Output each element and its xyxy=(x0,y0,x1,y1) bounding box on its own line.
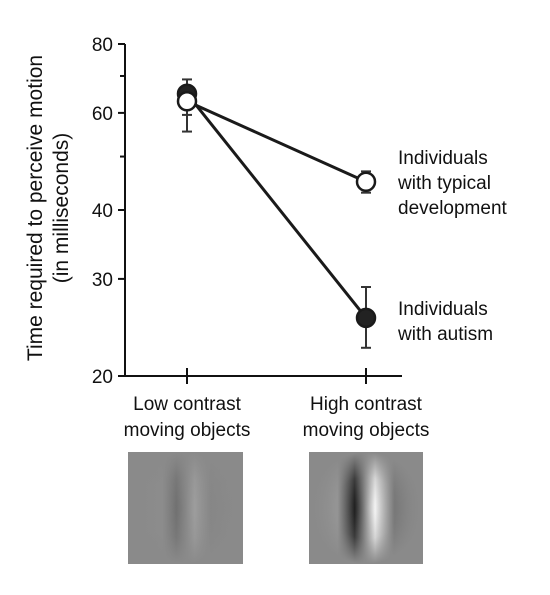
stimulus-high-contrast xyxy=(309,452,423,564)
data-point-1-0 xyxy=(176,90,198,112)
y-axis-title: Time required to perceive motion (in mil… xyxy=(24,55,73,361)
series-label-typical-line2: with typical xyxy=(397,173,491,194)
y-tick-label-80: 80 xyxy=(92,35,113,56)
y-axis-title-line1: Time required to perceive motion xyxy=(24,55,47,361)
y-tick-label-60: 60 xyxy=(92,104,113,125)
y-tick-label-20: 20 xyxy=(92,367,113,388)
y-tick-label-40: 40 xyxy=(92,201,113,222)
category-label-low: Low contrast moving objects xyxy=(124,394,251,441)
category-label-high: High contrast moving objects xyxy=(303,394,430,441)
series-label-autism-line1: Individuals xyxy=(398,299,488,320)
series-label-autism: Individuals with autism xyxy=(397,299,493,345)
x-axis-ticks xyxy=(186,368,367,384)
series-label-autism-line2: with autism xyxy=(397,324,493,345)
y-axis-ticks: 80 60 40 30 20 xyxy=(92,35,125,388)
category-low-line1: Low contrast xyxy=(133,394,241,415)
data-point-0-1 xyxy=(355,307,377,329)
data-point-1-1 xyxy=(355,171,377,193)
y-axis-title-line2: (in milliseconds) xyxy=(50,133,73,284)
y-tick-label-30: 30 xyxy=(92,270,113,291)
series-label-typical-line1: Individuals xyxy=(398,148,488,169)
category-high-line1: High contrast xyxy=(310,394,423,415)
series-line-0 xyxy=(185,92,368,319)
series-label-typical-line3: development xyxy=(398,198,508,219)
series-line-1 xyxy=(186,99,367,184)
stimulus-low-contrast xyxy=(128,452,243,564)
series-label-typical: Individuals with typical development xyxy=(397,148,508,219)
series-layer xyxy=(176,78,377,349)
category-high-line2: moving objects xyxy=(303,420,430,441)
category-low-line2: moving objects xyxy=(124,420,251,441)
